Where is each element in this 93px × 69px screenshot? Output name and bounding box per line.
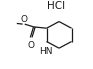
- Text: HN: HN: [39, 47, 53, 56]
- Text: O: O: [27, 41, 34, 49]
- Text: HCl: HCl: [47, 1, 65, 11]
- Text: O: O: [21, 15, 28, 24]
